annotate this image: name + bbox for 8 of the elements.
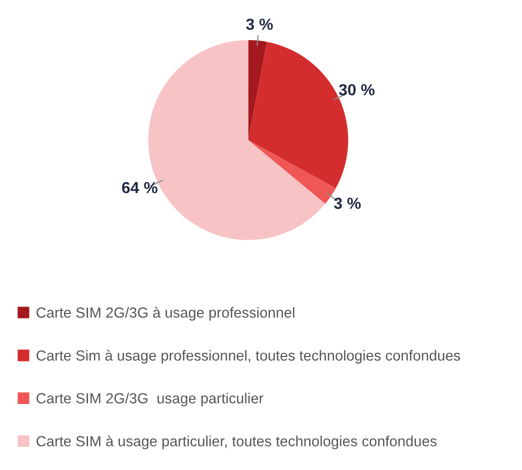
legend-label: Carte SIM 2G/3G à usage professionnel [36,306,294,321]
data-label: 64 % [122,182,158,194]
data-label: 3 % [334,198,361,209]
data-label: 30 % [338,84,375,96]
legend-label: Carte SIM 2G/3G usage particulier [36,392,264,406]
data-label: 3 % [246,18,273,30]
legend-label: Carte Sim à usage professionnel, toutes technologies confondues [36,350,460,364]
legend-label: Carte SIM à usage particulier, toutes technologies confondues [36,436,437,450]
